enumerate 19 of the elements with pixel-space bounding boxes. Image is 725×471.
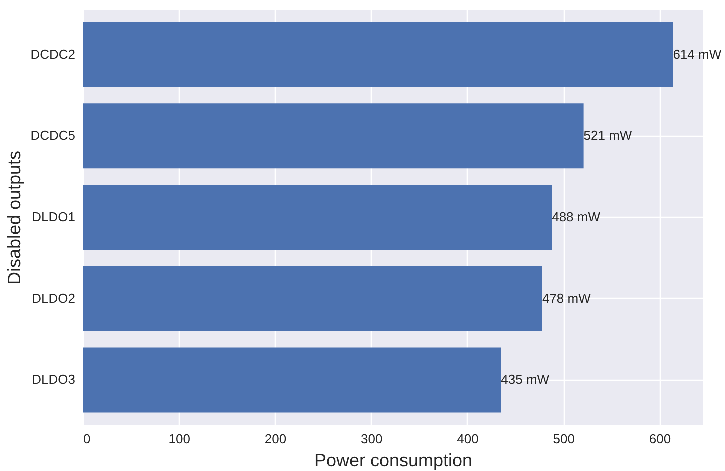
data-label: 435 mW bbox=[501, 372, 550, 388]
y-tick-label: DLDO1 bbox=[32, 210, 76, 224]
x-tick-label: 100 bbox=[168, 432, 190, 446]
data-label: 614 mW bbox=[673, 46, 722, 62]
y-axis-title: Disabled outputs bbox=[4, 150, 25, 286]
y-tick-label: DCDC5 bbox=[30, 128, 76, 144]
x-tick-label: 400 bbox=[457, 432, 479, 446]
x-tick-label: 600 bbox=[649, 432, 672, 446]
y-tick-label: DCDC2 bbox=[30, 46, 76, 62]
data-label: 488 mW bbox=[552, 210, 602, 224]
x-tick-label: 300 bbox=[361, 432, 383, 446]
y-tick-label: DLDO3 bbox=[32, 372, 76, 388]
data-label: 521 mW bbox=[584, 128, 633, 144]
x-axis-title: Power consumption bbox=[314, 450, 473, 470]
data-label: 478 mW bbox=[542, 290, 592, 306]
x-tick-label: 200 bbox=[264, 432, 287, 446]
x-tick-label: 0 bbox=[84, 432, 91, 446]
y-tick-label: DLDO2 bbox=[32, 290, 76, 306]
x-tick-label: 500 bbox=[553, 432, 575, 446]
